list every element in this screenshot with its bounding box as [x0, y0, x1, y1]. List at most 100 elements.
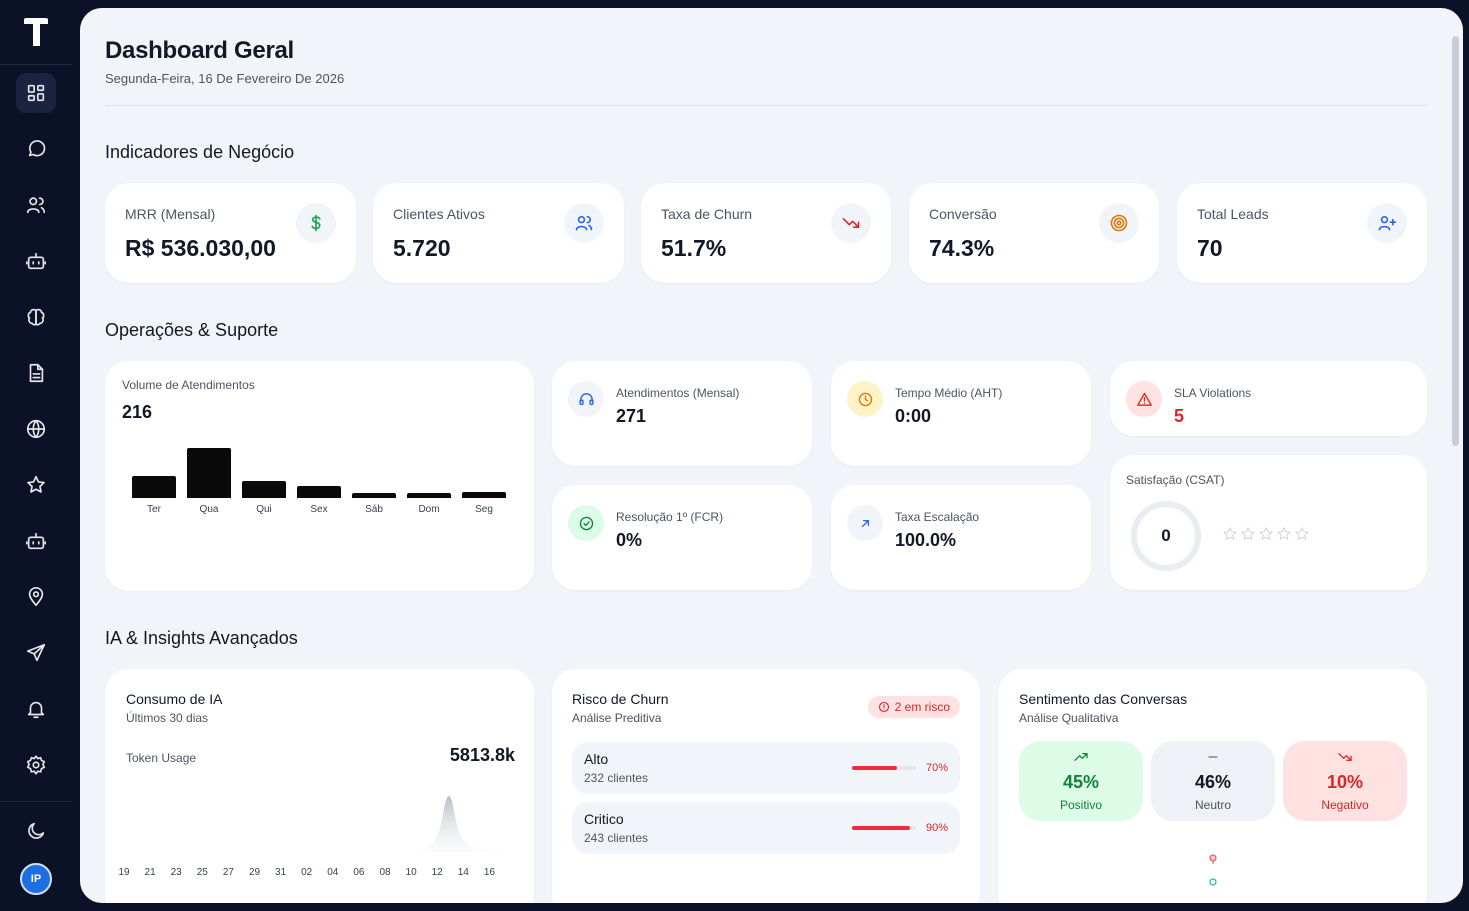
moon-icon — [28, 822, 45, 839]
kpi-label: Total Leads — [1197, 206, 1269, 222]
gear-icon — [26, 755, 46, 775]
scrollbar[interactable] — [1452, 36, 1459, 446]
sidebar-item-brain[interactable] — [16, 297, 56, 337]
chart-tick-label: Sáb — [365, 504, 383, 515]
kpi-card-churn: Taxa de Churn 51.7% — [641, 183, 891, 283]
chart-bar — [462, 492, 506, 498]
chart-tick-label: Sex — [310, 504, 328, 515]
token-usage-value: 5813.8k — [449, 745, 515, 765]
axis-tick-label: 27 — [222, 867, 234, 878]
user-avatar[interactable]: IP — [20, 863, 52, 895]
main-panel: Dashboard Geral Segunda-Feira, 16 De Fev… — [80, 8, 1463, 903]
star-icon — [1276, 526, 1292, 541]
ops-label: Taxa Escalação — [895, 510, 980, 524]
axis-tick-label: 31 — [275, 867, 287, 878]
ops-card-atendimentos: Atendimentos (Mensal) 271 — [552, 361, 812, 466]
ops-card-escalacao: Taxa Escalação 100.0% — [831, 485, 1091, 590]
sidebar: IP — [0, 0, 72, 911]
kpi-value: 70 — [1197, 235, 1223, 261]
sidebar-item-bots[interactable] — [16, 521, 56, 561]
map-pin-icon — [28, 587, 44, 607]
churn-risk-badge: 2 em risco — [867, 696, 960, 718]
axis-tick-label: 25 — [196, 867, 208, 878]
churn-subtitle: Análise Preditiva — [572, 711, 662, 725]
volume-value: 216 — [122, 402, 153, 422]
kpi-icon-wrap — [831, 203, 871, 243]
kpi-icon-wrap — [1367, 203, 1407, 243]
sidebar-item-dashboard[interactable] — [16, 73, 56, 113]
csat-card: Satisfação (CSAT) 0 — [1110, 455, 1427, 590]
clock-icon — [858, 392, 872, 406]
risk-progress-bar — [852, 766, 916, 770]
trending-up-icon — [1074, 753, 1088, 761]
ops-label: Resolução 1º (FCR) — [616, 510, 724, 524]
app-logo[interactable] — [22, 16, 50, 48]
sentiment-markers — [1209, 854, 1217, 886]
sentiment-value: 46% — [1194, 772, 1232, 792]
bot-icon — [26, 532, 46, 550]
arrow-up-right-icon — [861, 519, 869, 527]
sentiment-neutral: 46% Neutro — [1151, 741, 1275, 821]
sidebar-item-settings[interactable] — [16, 745, 56, 785]
header-divider — [105, 105, 1428, 106]
kpi-value: R$ 536.030,00 — [125, 235, 276, 261]
axis-tick-label: 29 — [248, 867, 261, 878]
sidebar-divider — [0, 64, 72, 65]
token-usage-area-chart — [413, 796, 513, 852]
kpi-icon-wrap — [564, 203, 604, 243]
sidebar-item-favorites[interactable] — [16, 465, 56, 505]
ia-subtitle: Últimos 30 dias — [126, 711, 209, 725]
ops-value: 5 — [1174, 406, 1185, 426]
kpi-value: 51.7% — [661, 235, 727, 261]
sidebar-item-documents[interactable] — [16, 353, 56, 393]
ops-icon-wrap — [847, 505, 883, 541]
sidebar-item-chat[interactable] — [16, 129, 56, 169]
token-usage-label: Token Usage — [126, 751, 197, 765]
sentiment-subtitle: Análise Qualitativa — [1019, 711, 1119, 725]
sidebar-item-location[interactable] — [16, 577, 56, 617]
axis-tick-label: 23 — [170, 867, 182, 878]
volume-label: Volume de Atendimentos — [122, 378, 255, 392]
churn-title: Risco de Churn — [572, 691, 669, 707]
sidebar-item-notifications[interactable] — [16, 689, 56, 729]
sentiment-negative: 10% Negativo — [1283, 741, 1407, 821]
chart-tick-label: Qua — [199, 504, 219, 515]
users-icon — [26, 197, 46, 214]
chart-tick-label: Dom — [418, 504, 440, 515]
star-icon — [1294, 526, 1310, 541]
sidebar-item-send[interactable] — [16, 633, 56, 673]
axis-tick-label: 12 — [431, 867, 443, 878]
kpi-icon-wrap — [1099, 203, 1139, 243]
sentiment-value: 10% — [1326, 772, 1364, 792]
target-icon — [1110, 214, 1128, 232]
document-icon — [29, 363, 44, 383]
volume-card: Volume de Atendimentos 216 Ter Qua Qui Sex S… — [105, 361, 534, 591]
sidebar-item-bot[interactable] — [16, 241, 56, 281]
sidebar-item-users[interactable] — [16, 185, 56, 225]
bell-icon — [27, 701, 45, 719]
dashboard-icon — [27, 84, 45, 102]
theme-toggle-button[interactable] — [16, 811, 56, 851]
kpi-label: Conversão — [929, 206, 997, 222]
axis-tick-label: 08 — [379, 867, 391, 878]
bot-icon — [26, 252, 46, 270]
trending-down-icon — [842, 218, 860, 228]
section-title-operations: Operações & Suporte — [105, 320, 279, 340]
risk-count: 243 clientes — [584, 831, 649, 845]
axis-tick-label: 10 — [405, 867, 417, 878]
ops-value: 271 — [616, 406, 647, 426]
risk-progress-fill — [852, 766, 897, 770]
headset-icon — [578, 392, 594, 405]
star-icon — [27, 475, 45, 493]
chart-tick-label: Seg — [475, 504, 493, 515]
ops-icon-wrap — [568, 381, 604, 417]
ops-label: SLA Violations — [1174, 386, 1252, 400]
chart-bar — [187, 448, 231, 498]
dollar-icon — [311, 214, 321, 232]
users-icon — [575, 215, 593, 231]
kpi-label: Taxa de Churn — [661, 206, 753, 222]
star-icon — [1240, 526, 1256, 541]
trending-down-icon — [1338, 753, 1352, 761]
sidebar-item-globe[interactable] — [16, 409, 56, 449]
csat-label: Satisfação (CSAT) — [1126, 473, 1225, 487]
